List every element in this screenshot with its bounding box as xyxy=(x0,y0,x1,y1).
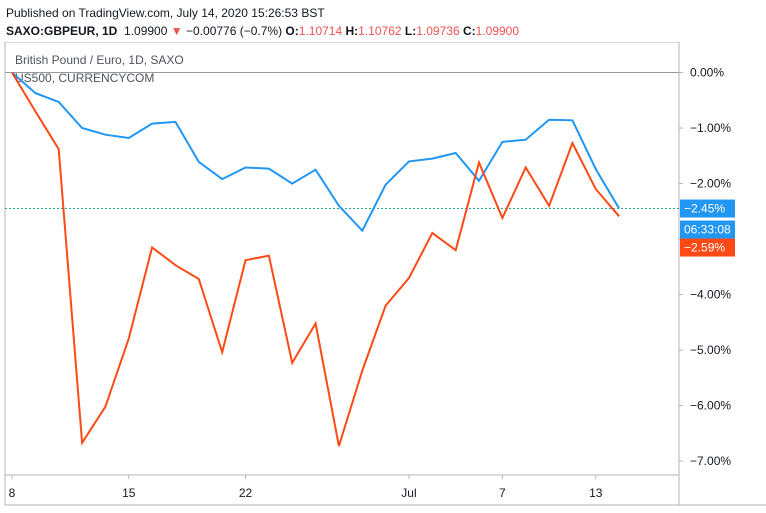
x-tick-label: 13 xyxy=(589,486,603,500)
y-tick-label: −4.00% xyxy=(690,288,731,302)
y-tick-label: −6.00% xyxy=(690,399,731,413)
y-tick-label: −5.00% xyxy=(690,343,731,357)
last-value-label-bg xyxy=(680,238,735,257)
price-change: −0.00776 (−0.7%) xyxy=(186,24,283,38)
close-value: 1.09900 xyxy=(475,24,520,38)
series-lines xyxy=(11,71,620,447)
x-tick-label: 15 xyxy=(122,486,136,500)
high-label: H: xyxy=(345,24,359,38)
y-tick-label: −7.00% xyxy=(690,454,731,468)
last-value-label-bg xyxy=(680,199,735,218)
countdown-label-bg xyxy=(680,220,735,239)
price-labels: −2.45% 06:33:08 −2.59% xyxy=(680,199,735,257)
symbol-label: SAXO:GBPEUR, 1D xyxy=(6,24,118,38)
chart-legend: British Pound / Euro, 1D, SAXO US500, CUR… xyxy=(15,53,184,85)
x-tick-label: Jul xyxy=(401,486,416,500)
x-tick-label: 7 xyxy=(499,486,506,500)
legend-item: US500, CURRENCYCOM xyxy=(15,71,154,85)
last-value-label: −2.45% xyxy=(684,202,725,216)
last-value-label: −2.59% xyxy=(684,241,725,255)
last-price: 1.09900 xyxy=(124,24,168,38)
chart-area[interactable]: British Pound / Euro, 1D, SAXO US500, CUR… xyxy=(0,42,766,513)
low-value: 1.09736 xyxy=(416,24,460,38)
countdown-label: 06:33:08 xyxy=(684,223,731,237)
down-arrow-icon: ▼ xyxy=(170,24,183,38)
y-tick-label: −1.00% xyxy=(690,121,731,135)
open-label: O: xyxy=(285,24,299,38)
series-line xyxy=(11,71,620,447)
chart-header: Published on TradingView.com, July 14, 2… xyxy=(6,4,760,40)
y-tick-label: −2.00% xyxy=(690,177,731,191)
y-axis: 0.00%−1.00%−2.00%−3.00%−4.00%−5.00%−6.00… xyxy=(679,66,731,468)
published-line: Published on TradingView.com, July 14, 2… xyxy=(6,6,325,20)
y-tick-label: 0.00% xyxy=(690,66,724,80)
x-tick-label: 22 xyxy=(239,486,253,500)
open-value: 1.10714 xyxy=(298,24,343,38)
close-label: C: xyxy=(462,24,476,38)
low-label: L: xyxy=(404,24,417,38)
series-line xyxy=(11,71,620,233)
plot-border xyxy=(4,42,680,476)
chart-frame xyxy=(4,42,766,506)
high-value: 1.10762 xyxy=(358,24,402,38)
legend-item: British Pound / Euro, 1D, SAXO xyxy=(15,53,184,67)
x-axis: 8 15 22 Jul 7 13 xyxy=(9,475,603,500)
ohlc-line: SAXO:GBPEUR, 1D 1.09900 ▼ −0.00776 (−0.7… xyxy=(6,22,760,40)
x-tick-label: 8 xyxy=(9,486,16,500)
